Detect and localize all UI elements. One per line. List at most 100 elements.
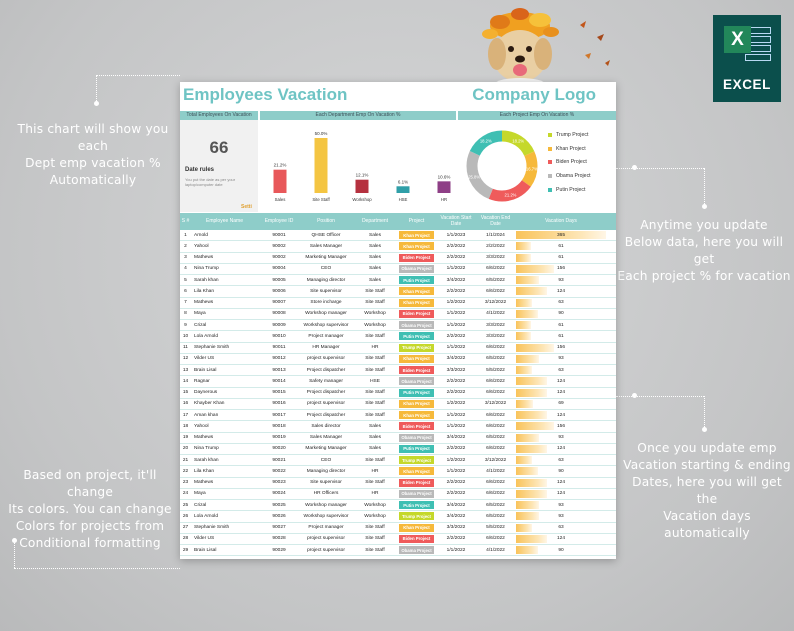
table-row[interactable]: 13 Brain Lisal 90013 Project dispatcher Site… bbox=[180, 365, 616, 377]
project-cell[interactable]: Putin Project bbox=[398, 444, 435, 454]
table-row[interactable]: 11 Stephanie Smith 90011 HR Manager HR Trump … bbox=[180, 343, 616, 354]
department-cell[interactable]: Sales bbox=[369, 423, 381, 429]
end-date-cell[interactable]: 3/3/2022 bbox=[486, 333, 505, 339]
start-date-cell[interactable]: 1/1/2022 bbox=[446, 311, 466, 317]
project-cell[interactable]: Khan Project bbox=[398, 399, 435, 409]
department-cell[interactable]: Site Staff bbox=[365, 525, 385, 531]
table-row[interactable]: 21 Sarah khan 90021 CEO Site Staff Trump Proj… bbox=[180, 455, 616, 467]
department-cell[interactable]: HR bbox=[371, 491, 379, 497]
table-row[interactable]: 4 Nina Trump 90004 CEO Sales Obama Project 1/1… bbox=[180, 264, 616, 275]
department-cell[interactable]: Site Staff bbox=[365, 547, 385, 553]
row-number-cell[interactable]: 27 bbox=[182, 525, 189, 531]
employee-name-cell[interactable]: Daynerous bbox=[194, 390, 218, 396]
employee-name-cell[interactable]: Sarah khan bbox=[194, 457, 219, 463]
employee-id-cell[interactable]: 90026 bbox=[272, 513, 286, 519]
end-date-cell[interactable]: 3/12/2022 bbox=[484, 401, 507, 407]
employee-name-cell[interactable]: Maya bbox=[194, 491, 206, 497]
row-number-cell[interactable]: 7 bbox=[184, 300, 187, 306]
table-row[interactable]: 14 Ragnar 90014 Safety manager HSE Obama Proj… bbox=[180, 376, 616, 388]
start-date-cell[interactable]: 3/4/2022 bbox=[446, 435, 466, 441]
col-header[interactable]: Project bbox=[408, 217, 425, 224]
row-number-cell[interactable]: 24 bbox=[182, 491, 189, 497]
project-cell[interactable]: Khan Project bbox=[398, 410, 435, 420]
start-date-cell[interactable]: 1/2/2022 bbox=[446, 457, 466, 463]
employee-id-cell[interactable]: 90029 bbox=[272, 547, 286, 553]
vacation-days-cell[interactable]: 93 bbox=[514, 433, 608, 443]
end-date-cell[interactable]: 4/1/2022 bbox=[486, 468, 505, 474]
position-cell[interactable]: Store incharge bbox=[310, 300, 342, 306]
project-cell[interactable]: Putin Project bbox=[398, 500, 435, 510]
start-date-cell[interactable]: 1/1/2022 bbox=[446, 345, 466, 351]
start-date-cell[interactable]: 1/1/2022 bbox=[446, 412, 466, 418]
table-row[interactable]: 1 Arnold 90001 QHSE Officer Sales Khan Projec… bbox=[180, 230, 616, 242]
end-date-cell[interactable]: 6/5/2022 bbox=[486, 502, 505, 508]
department-cell[interactable]: HR bbox=[371, 345, 379, 351]
row-number-cell[interactable]: 15 bbox=[182, 390, 189, 396]
table-row[interactable]: 22 Lila Khan 90022 Managing director HR Khan … bbox=[180, 466, 616, 478]
project-cell[interactable]: Khan Project bbox=[398, 354, 435, 364]
vacation-days-cell[interactable]: 63 bbox=[514, 365, 608, 375]
table-row[interactable]: 29 Brain Lisal 90029 project supervisor Site… bbox=[180, 545, 616, 557]
row-number-cell[interactable]: 26 bbox=[182, 513, 189, 519]
position-cell[interactable]: project supervisor bbox=[307, 536, 345, 542]
employee-id-cell[interactable]: 90004 bbox=[272, 266, 286, 272]
vacation-days-cell[interactable]: 63 bbox=[514, 455, 608, 465]
position-cell[interactable]: Sales director bbox=[311, 423, 341, 429]
vacation-days-cell[interactable]: 90 bbox=[514, 545, 608, 555]
employee-id-cell[interactable]: 90021 bbox=[272, 457, 286, 463]
employee-name-cell[interactable]: Aman khan bbox=[194, 412, 219, 418]
end-date-cell[interactable]: 6/6/2022 bbox=[486, 266, 505, 272]
row-number-cell[interactable]: 19 bbox=[182, 435, 189, 441]
position-cell[interactable]: Sales Manager bbox=[309, 243, 343, 249]
position-cell[interactable]: Managing director bbox=[306, 277, 346, 283]
project-cell[interactable]: Khan Project bbox=[398, 466, 435, 476]
vacation-days-cell[interactable]: 124 bbox=[514, 376, 608, 386]
position-cell[interactable]: Site supervisor bbox=[310, 288, 342, 294]
table-row[interactable]: 19 Mathews 90019 Sales Manager Sales Obama Pr… bbox=[180, 433, 616, 444]
start-date-cell[interactable]: 3/3/2022 bbox=[446, 525, 466, 531]
end-date-cell[interactable]: 4/1/2022 bbox=[486, 547, 505, 553]
vacation-days-cell[interactable]: 61 bbox=[514, 241, 608, 251]
start-date-cell[interactable]: 3/3/2022 bbox=[446, 367, 466, 373]
start-date-cell[interactable]: 3/4/2022 bbox=[446, 277, 466, 283]
employee-id-cell[interactable]: 90015 bbox=[272, 390, 286, 396]
vacation-days-cell[interactable]: 69 bbox=[514, 399, 608, 409]
table-row[interactable]: 20 Nina Trump 90020 Marketing Manager Sales P… bbox=[180, 444, 616, 455]
end-date-cell[interactable]: 3/12/2022 bbox=[484, 300, 507, 306]
employee-name-cell[interactable]: Mathews bbox=[194, 300, 214, 306]
table-row[interactable]: 8 Maya 90008 Workshop manager Workshop Biden … bbox=[180, 309, 616, 320]
employee-id-cell[interactable]: 90011 bbox=[272, 345, 286, 351]
vacation-days-cell[interactable]: 156 bbox=[514, 421, 608, 431]
start-date-cell[interactable]: 2/2/2022 bbox=[446, 390, 466, 396]
employee-id-cell[interactable]: 90024 bbox=[272, 491, 286, 497]
department-cell[interactable]: Site Staff bbox=[365, 536, 385, 542]
position-cell[interactable]: Workshop manager bbox=[305, 502, 347, 508]
department-cell[interactable]: Site Staff bbox=[365, 356, 385, 362]
position-cell[interactable]: Managing director bbox=[306, 468, 346, 474]
vacation-days-cell[interactable]: 90 bbox=[514, 309, 608, 319]
position-cell[interactable]: Workshop supervisor bbox=[303, 513, 349, 519]
row-number-cell[interactable]: 22 bbox=[182, 468, 189, 474]
project-cell[interactable]: Obama Project bbox=[398, 545, 435, 555]
employee-name-cell[interactable]: Vilder US bbox=[194, 356, 215, 362]
employee-id-cell[interactable]: 90002 bbox=[272, 255, 286, 261]
end-date-cell[interactable]: 6/6/2022 bbox=[486, 536, 505, 542]
position-cell[interactable]: Project manager bbox=[308, 333, 344, 339]
employee-name-cell[interactable]: Crizal bbox=[194, 322, 207, 328]
employee-name-cell[interactable]: Maya bbox=[194, 311, 206, 317]
end-date-cell[interactable]: 6/6/2022 bbox=[486, 423, 505, 429]
start-date-cell[interactable]: 2/2/2022 bbox=[446, 446, 466, 452]
position-cell[interactable]: QHSE Officer bbox=[311, 232, 341, 238]
employee-name-cell[interactable]: Mathews bbox=[194, 255, 214, 261]
project-cell[interactable]: Biden Project bbox=[398, 309, 435, 319]
start-date-cell[interactable]: 1/1/2022 bbox=[446, 468, 466, 474]
table-row[interactable]: 16 Khayber Khan 90016 project supervisor Sit… bbox=[180, 399, 616, 410]
start-date-cell[interactable]: 2/2/2022 bbox=[446, 333, 466, 339]
employee-name-cell[interactable]: Stephanie Smith bbox=[194, 525, 230, 531]
employee-name-cell[interactable]: Mathews bbox=[194, 435, 214, 441]
vacation-days-cell[interactable]: 124 bbox=[514, 478, 608, 488]
vacation-days-cell[interactable]: 63 bbox=[514, 298, 608, 308]
vacation-days-cell[interactable]: 63 bbox=[514, 523, 608, 533]
table-row[interactable]: 2 Yahool 90002 Sales Manager Sales Khan Proje… bbox=[180, 241, 616, 253]
employee-name-cell[interactable]: Brain Lisal bbox=[194, 547, 217, 553]
